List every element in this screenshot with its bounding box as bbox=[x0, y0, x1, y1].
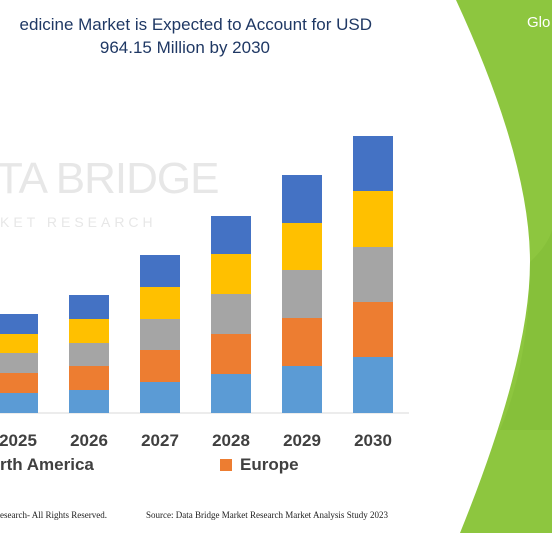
bar-segment-2028-series-3 bbox=[211, 294, 251, 334]
bar-segment-2029-series-2 bbox=[282, 318, 322, 366]
bar-segment-2027-series-1 bbox=[140, 382, 180, 413]
bar-segment-2026-series-5 bbox=[69, 295, 109, 319]
bar-segment-2030-series-3 bbox=[353, 247, 393, 302]
bar-segment-2025-series-3 bbox=[0, 353, 38, 373]
legend-swatch-europe bbox=[220, 459, 232, 471]
chart-title-line1: edicine Market is Expected to Account fo… bbox=[19, 15, 372, 34]
bar-segment-2025-series-1 bbox=[0, 393, 38, 413]
bar-segment-2026-series-4 bbox=[69, 319, 109, 343]
footer-copyright: esearch- All Rights Reserved. bbox=[0, 510, 107, 520]
watermark-logo-text: TA BRIDGE bbox=[0, 154, 219, 203]
bar-segment-2030-series-4 bbox=[353, 191, 393, 247]
x-tick-label-2027: 2027 bbox=[141, 431, 179, 450]
footer-source: Source: Data Bridge Market Research Mark… bbox=[146, 510, 388, 520]
x-tick-label-2028: 2028 bbox=[212, 431, 250, 450]
bar-segment-2028-series-5 bbox=[211, 216, 251, 254]
legend-label-europe: Europe bbox=[240, 455, 299, 474]
legend-item-europe: Europe bbox=[220, 455, 299, 475]
legend-label-north-america: rth America bbox=[0, 455, 94, 474]
bar-segment-2028-series-1 bbox=[211, 374, 251, 413]
watermark-subtitle-text: KET RESEARCH bbox=[0, 214, 157, 230]
side-panel-label: Glo bbox=[527, 14, 551, 31]
bar-segment-2025-series-2 bbox=[0, 373, 38, 393]
bar-segment-2027-series-4 bbox=[140, 287, 180, 319]
bar-segment-2027-series-3 bbox=[140, 319, 180, 350]
bar-segment-2026-series-2 bbox=[69, 366, 109, 390]
bar-segment-2029-series-5 bbox=[282, 175, 322, 223]
bar-segment-2026-series-1 bbox=[69, 390, 109, 413]
bar-segment-2030-series-5 bbox=[353, 136, 393, 191]
bar-segment-2025-series-5 bbox=[0, 314, 38, 334]
bar-segment-2028-series-4 bbox=[211, 254, 251, 294]
bar-segment-2030-series-2 bbox=[353, 302, 393, 357]
bar-segment-2029-series-3 bbox=[282, 270, 322, 318]
bar-segment-2026-series-3 bbox=[69, 343, 109, 366]
x-tick-label-2025: 2025 bbox=[0, 431, 37, 450]
x-tick-label-2029: 2029 bbox=[283, 431, 321, 450]
bar-segment-2025-series-4 bbox=[0, 334, 38, 353]
bar-segment-2027-series-2 bbox=[140, 350, 180, 382]
x-tick-label-2030: 2030 bbox=[354, 431, 392, 450]
x-tick-label-2026: 2026 bbox=[70, 431, 108, 450]
bar-segment-2028-series-2 bbox=[211, 334, 251, 374]
bar-segment-2029-series-4 bbox=[282, 223, 322, 270]
bar-segment-2027-series-5 bbox=[140, 255, 180, 287]
bar-segment-2029-series-1 bbox=[282, 366, 322, 413]
legend-item-north-america: rth America bbox=[0, 455, 94, 475]
bar-segment-2030-series-1 bbox=[353, 357, 393, 413]
chart-title-line2: 964.15 Million by 2030 bbox=[99, 38, 270, 57]
